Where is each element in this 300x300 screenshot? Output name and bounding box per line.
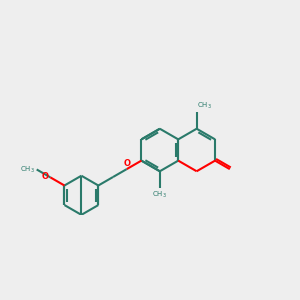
Text: CH$_3$: CH$_3$ bbox=[20, 164, 35, 175]
Text: CH$_3$: CH$_3$ bbox=[197, 100, 212, 111]
Text: O: O bbox=[42, 172, 49, 182]
Text: CH$_3$: CH$_3$ bbox=[152, 190, 167, 200]
Text: O: O bbox=[123, 159, 130, 168]
